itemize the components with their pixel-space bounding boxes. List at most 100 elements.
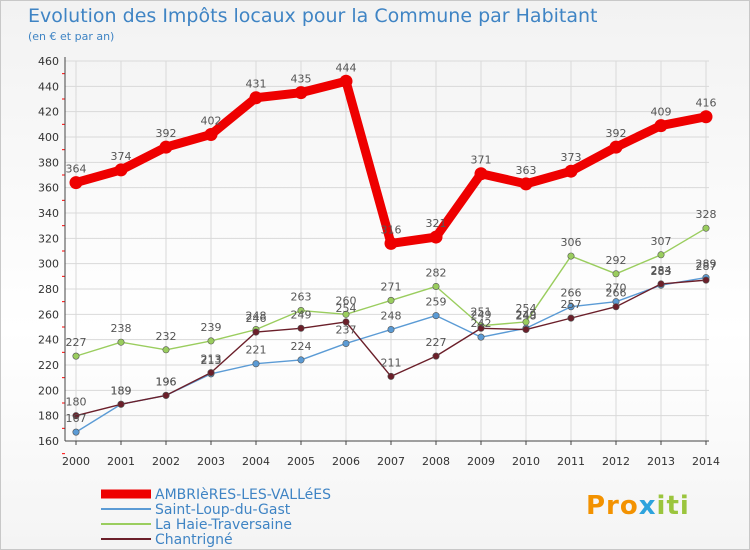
data-label: 284 (651, 264, 672, 277)
data-label: 248 (381, 310, 402, 323)
y-tick-label: 260 (38, 308, 59, 321)
y-tick-label: 440 (38, 80, 59, 93)
data-label: 248 (246, 310, 267, 323)
data-label: 232 (156, 330, 177, 343)
data-label: 409 (651, 106, 672, 119)
proxiti-logo: Proxiti (586, 491, 690, 521)
y-tick-label: 220 (38, 359, 59, 372)
data-label: 266 (561, 287, 582, 300)
series-point-0 (294, 86, 308, 100)
data-label: 237 (336, 323, 357, 336)
x-tick-label: 2006 (332, 455, 360, 468)
data-label: 254 (336, 302, 357, 315)
data-label: 238 (111, 322, 132, 335)
y-tick-label: 340 (38, 207, 59, 220)
series-point-0 (204, 127, 218, 141)
data-label: 416 (696, 97, 717, 110)
series-point-0 (339, 74, 353, 88)
data-label: 167 (66, 412, 87, 425)
y-tick-label: 320 (38, 232, 59, 245)
chart-title: Evolution des Impôts locaux pour la Comm… (28, 5, 598, 27)
y-tick-label: 300 (38, 258, 59, 271)
series-point-3 (477, 324, 485, 332)
legend-label: AMBRIèRES-LES-VALLéES (155, 487, 331, 503)
series-point-1 (342, 339, 350, 347)
data-label: 328 (696, 208, 717, 221)
data-label: 242 (471, 317, 492, 330)
series-point-0 (429, 230, 443, 244)
series-point-0 (564, 164, 578, 178)
data-label: 246 (246, 312, 267, 325)
series-point-0 (474, 167, 488, 181)
series-point-0 (159, 140, 173, 154)
series-point-3 (522, 326, 530, 334)
x-tick-label: 2010 (512, 455, 540, 468)
y-tick-label: 360 (38, 182, 59, 195)
data-label: 373 (561, 151, 582, 164)
series-point-3 (432, 352, 440, 360)
data-label: 435 (291, 73, 312, 86)
data-label: 307 (651, 235, 672, 248)
x-tick-label: 2009 (467, 455, 495, 468)
data-label: 227 (66, 336, 87, 349)
series-point-2 (297, 307, 305, 315)
data-label: 213 (201, 353, 222, 366)
data-label: 249 (471, 308, 492, 321)
data-label: 392 (156, 127, 177, 140)
series-point-0 (519, 177, 533, 191)
series-point-2 (162, 346, 170, 354)
data-label: 271 (381, 280, 402, 293)
y-tick-label: 200 (38, 384, 59, 397)
series-point-3 (162, 391, 170, 399)
data-label: 259 (426, 296, 447, 309)
series-point-1 (432, 312, 440, 320)
series-point-0 (384, 236, 398, 250)
data-label: 363 (516, 164, 537, 177)
data-label: 316 (381, 223, 402, 236)
series-point-1 (567, 303, 575, 311)
series-point-3 (72, 412, 80, 420)
series-point-3 (387, 372, 395, 380)
series-point-2 (522, 318, 530, 326)
y-tick-label: 180 (38, 410, 59, 423)
data-label: 270 (606, 282, 627, 295)
series-point-3 (297, 324, 305, 332)
series-point-1 (477, 333, 485, 341)
data-label: 306 (561, 236, 582, 249)
x-tick-label: 2012 (602, 455, 630, 468)
data-label: 196 (156, 375, 177, 388)
x-tick-label: 2001 (107, 455, 135, 468)
series-point-0 (699, 110, 713, 124)
series-point-3 (612, 303, 620, 311)
series-point-3 (702, 276, 710, 284)
data-label: 364 (66, 163, 87, 176)
y-tick-label: 420 (38, 106, 59, 119)
x-tick-label: 2014 (692, 455, 720, 468)
series-point-2 (702, 224, 710, 232)
x-tick-label: 2002 (152, 455, 180, 468)
data-label: 371 (471, 154, 492, 167)
y-tick-label: 240 (38, 334, 59, 347)
series-point-1 (387, 326, 395, 334)
series-point-2 (387, 296, 395, 304)
data-label: 287 (696, 260, 717, 273)
data-label: 260 (336, 294, 357, 307)
data-label: 189 (111, 384, 132, 397)
series-point-2 (567, 252, 575, 260)
legend-label: La Haie-Traversaine (155, 517, 292, 533)
data-label: 321 (426, 217, 447, 230)
data-label: 292 (606, 254, 627, 267)
series-point-1 (72, 428, 80, 436)
series-point-2 (72, 352, 80, 360)
series-point-2 (342, 310, 350, 318)
series-point-3 (567, 314, 575, 322)
x-tick-label: 2007 (377, 455, 405, 468)
y-tick-label: 460 (38, 55, 59, 68)
y-tick-label: 380 (38, 156, 59, 169)
legend-label: Saint-Loup-du-Gast (155, 502, 291, 518)
data-label: 249 (516, 308, 537, 321)
data-label: 444 (336, 61, 357, 74)
logo-part-2: x (638, 491, 657, 521)
